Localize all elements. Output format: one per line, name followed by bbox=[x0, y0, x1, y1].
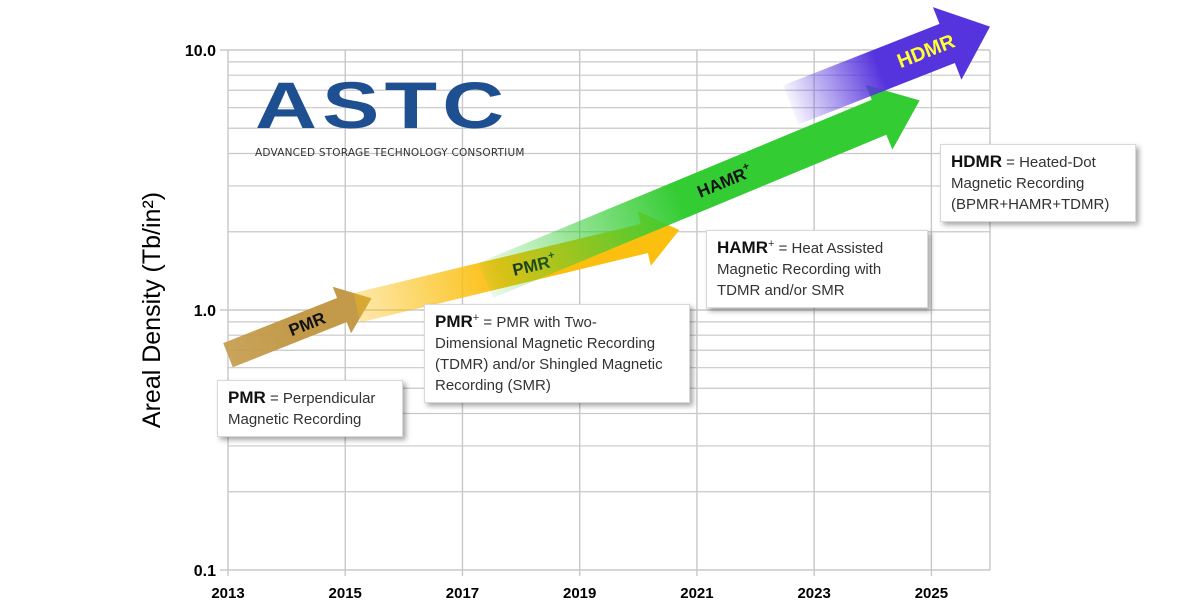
y-tick-label: 10.0 bbox=[185, 43, 216, 60]
x-tick-label: 2015 bbox=[329, 585, 362, 602]
pmr-plus-definition-box: PMR+ = PMR with Two-Dimensional Magnetic… bbox=[424, 304, 690, 403]
tick-labels: 2013 2015 2017 2019 2021 2023 2025 0.1 1.0 10.0 bbox=[185, 43, 948, 602]
hdmr-definition-box: HDMR = Heated-Dot Magnetic Recording (BP… bbox=[940, 144, 1136, 222]
arrow-hamr-plus: HAMR+ bbox=[478, 84, 920, 298]
x-tick-label: 2019 bbox=[563, 585, 596, 602]
y-axis-label: Areal Density (Tb/in²) bbox=[138, 192, 166, 428]
arrow-shape bbox=[783, 7, 991, 125]
logo-main: ASTC bbox=[255, 68, 510, 142]
x-tick-label: 2023 bbox=[797, 585, 830, 602]
astc-logo: ASTC ADVANCED STORAGE TECHNOLOGY CONSORT… bbox=[255, 66, 525, 160]
x-tick-label: 2021 bbox=[680, 585, 713, 602]
pmr-definition-box: PMR = Perpendicular Magnetic Recording bbox=[217, 380, 403, 437]
x-tick-label: 2013 bbox=[211, 585, 244, 602]
arrow-shape bbox=[223, 286, 372, 368]
y-tick-label: 1.0 bbox=[194, 303, 216, 320]
y-tick-label: 0.1 bbox=[194, 563, 216, 580]
arrow-pmr: PMR bbox=[223, 286, 372, 368]
arrow-shape bbox=[478, 84, 920, 298]
logo-subtitle: ADVANCED STORAGE TECHNOLOGY CONSORTIUM bbox=[255, 147, 525, 160]
hamr-plus-definition-box: HAMR+ = Heat Assisted Magnetic Recording… bbox=[706, 230, 928, 308]
x-tick-label: 2025 bbox=[915, 585, 948, 602]
x-tick-label: 2017 bbox=[446, 585, 479, 602]
